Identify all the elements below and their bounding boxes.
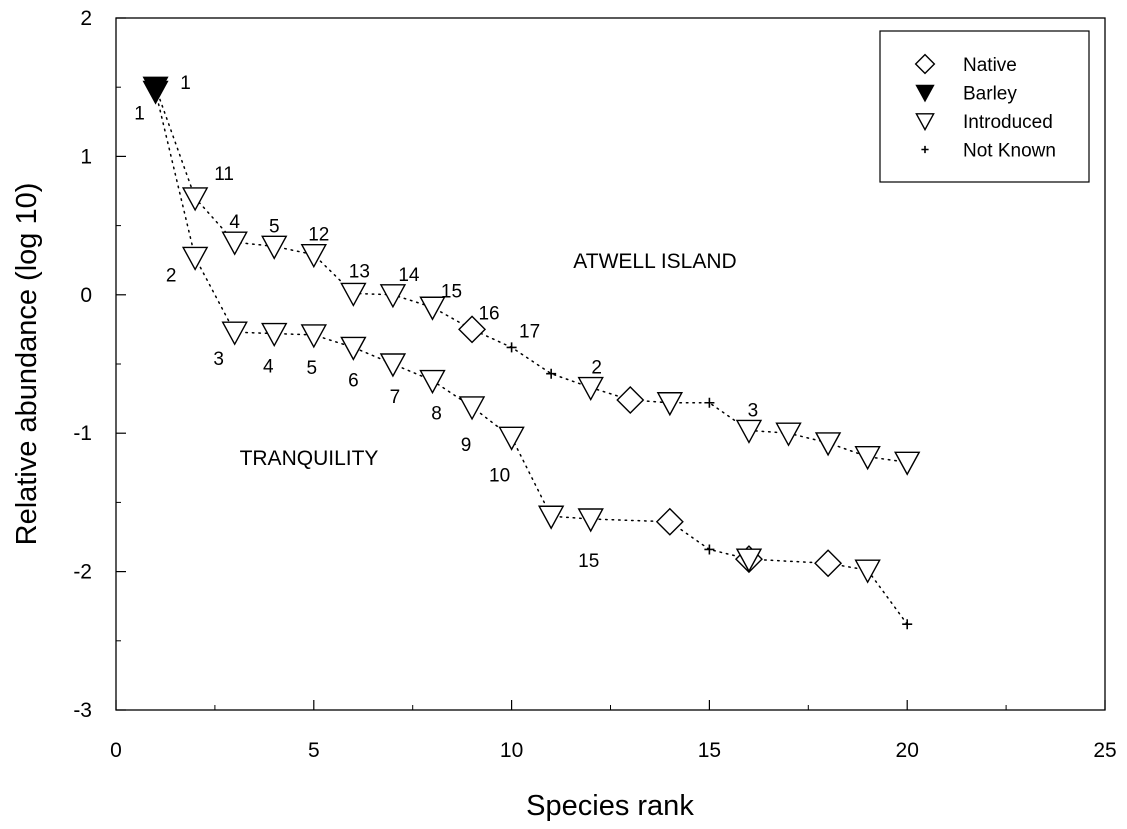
point-label: 2 [166, 265, 177, 286]
introduced-marker [261, 322, 288, 348]
y-tick-label: -2 [73, 561, 92, 584]
not-known-marker [902, 619, 913, 630]
introduced-marker [498, 426, 525, 451]
point-label: 1 [180, 73, 191, 94]
point-label: 5 [307, 358, 318, 379]
introduced-marker [340, 336, 367, 361]
native-marker [655, 507, 684, 536]
introduced-marker [379, 284, 407, 309]
introduced-marker [854, 559, 881, 584]
native-marker [914, 53, 936, 75]
point-label: 4 [263, 357, 274, 378]
point-label: 11 [214, 164, 234, 185]
introduced-marker [894, 451, 921, 476]
y-tick-label: 2 [80, 7, 92, 30]
introduced-marker [458, 396, 486, 421]
point-label: 3 [213, 349, 224, 370]
introduced-marker [300, 324, 327, 349]
legend-label: Introduced [963, 112, 1053, 133]
x-tick-label: 15 [698, 739, 721, 762]
introduced-marker [221, 321, 248, 346]
native-marker [458, 315, 487, 344]
point-label: 2 [591, 358, 602, 379]
series-line [154, 90, 908, 625]
legend-label: Native [963, 55, 1017, 76]
series-title-atwell-island: ATWELL ISLAND [573, 250, 736, 273]
x-tick-label: 5 [308, 739, 320, 762]
introduced-marker [419, 369, 446, 395]
point-label: 17 [519, 321, 540, 342]
x-tick-label: 10 [500, 739, 523, 762]
introduced-marker [537, 505, 565, 530]
x-tick-label: 25 [1093, 739, 1116, 762]
legend-label: Not Known [963, 141, 1056, 162]
introduced-marker [261, 235, 288, 260]
y-tick-label: -1 [73, 422, 92, 445]
point-label: 9 [461, 435, 472, 456]
point-label: 6 [348, 370, 359, 391]
native-marker [814, 549, 843, 578]
x-axis-title: Species rank [526, 790, 694, 822]
introduced-marker [340, 282, 367, 307]
introduced-marker [419, 296, 446, 321]
introduced-marker [577, 508, 604, 533]
introduced-marker [221, 231, 248, 256]
barley-marker [915, 84, 935, 103]
point-label: 5 [269, 216, 280, 237]
point-label: 3 [748, 400, 759, 421]
point-label: 8 [431, 404, 442, 425]
point-label: 4 [229, 212, 240, 233]
point-label: 16 [478, 303, 499, 324]
not-known-marker [921, 145, 929, 154]
native-marker [616, 385, 645, 414]
legend: Native Barley Introduced Not Known [879, 30, 1090, 183]
introduced-marker [735, 419, 763, 444]
x-tick-label: 0 [110, 739, 122, 762]
not-known-marker [704, 544, 715, 555]
y-axis-title: Relative abundance (log 10) [11, 183, 43, 546]
legend-box [879, 30, 1090, 183]
introduced-marker [735, 548, 763, 573]
y-tick-label: 1 [80, 145, 92, 168]
introduced-marker [854, 446, 881, 471]
not-known-marker [546, 368, 557, 379]
introduced-marker [300, 243, 327, 269]
y-tick-label: -3 [73, 699, 92, 722]
introduced-marker [656, 392, 684, 417]
introduced-marker [181, 246, 209, 271]
not-known-marker [506, 342, 517, 353]
introduced-marker [577, 376, 604, 401]
introduced-marker [181, 187, 209, 212]
series-line [154, 86, 908, 464]
introduced-marker [775, 422, 802, 447]
point-label: 15 [441, 281, 462, 302]
introduced-marker [915, 113, 935, 132]
x-tick-label: 20 [896, 739, 919, 762]
point-label: 15 [578, 551, 599, 572]
series-title-tranquility: TRANQUILITY [240, 447, 379, 470]
legend-label: Barley [963, 84, 1017, 105]
point-label: 12 [308, 225, 329, 246]
introduced-marker [814, 432, 842, 457]
point-label: 7 [390, 387, 401, 408]
series-markers [142, 76, 921, 630]
point-label: 14 [398, 265, 420, 286]
point-label: 1 [134, 103, 145, 124]
point-label: 10 [489, 465, 510, 486]
y-tick-label: 0 [80, 284, 92, 307]
point-label: 13 [349, 261, 370, 282]
introduced-marker [379, 353, 407, 378]
not-known-marker [704, 397, 715, 408]
barley-marker [142, 80, 169, 105]
